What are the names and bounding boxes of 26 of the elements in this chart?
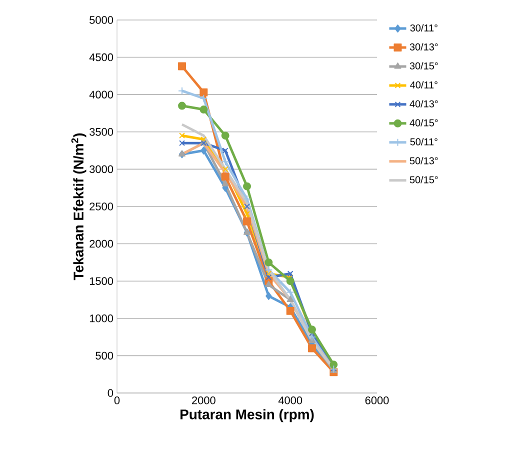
y-tick-label: 1500	[90, 277, 114, 285]
x-axis-title: Putaran Mesin (rpm)	[180, 409, 314, 422]
legend-label: 50/11°	[410, 138, 438, 146]
legend-label: 30/11°	[410, 24, 438, 32]
legend-label: 50/13°	[410, 156, 438, 164]
x-tick-label: 0	[114, 396, 120, 404]
legend-label: 30/15°	[410, 62, 438, 70]
y-tick-label: 2500	[90, 202, 114, 210]
legend-label: 40/13°	[410, 100, 438, 108]
x-tick-label: 6000	[365, 396, 389, 404]
legend-label: 30/13°	[410, 43, 438, 50]
x-tick-label: 2000	[192, 396, 216, 404]
y-tick-label: 4500	[89, 53, 114, 62]
y-tick-label: 4000	[89, 90, 114, 98]
y-tick-label: 3000	[90, 165, 114, 174]
y-tick-label: 0	[108, 389, 114, 397]
y-tick-label: 3500	[90, 128, 114, 136]
y-tick-label: 5000	[90, 16, 114, 24]
legend-label: 50/15°	[410, 176, 438, 184]
y-axis-title: Tekanan Efektif (N/m$^{2}$)	[71, 133, 86, 280]
y-tick-label: 2000	[90, 240, 114, 248]
y-tick-label: 500	[96, 352, 114, 360]
x-tick-label: 4000	[278, 396, 302, 404]
y-tick-label: 1000	[90, 314, 114, 322]
legend-label: 40/15°	[410, 119, 438, 126]
legend-label: 40/11°	[410, 81, 438, 88]
